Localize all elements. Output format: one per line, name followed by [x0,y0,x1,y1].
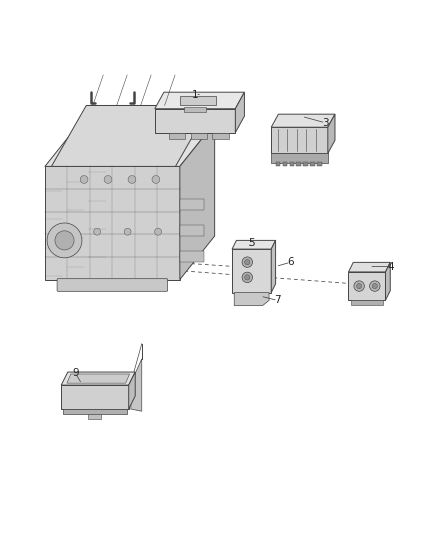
Polygon shape [235,92,244,133]
Polygon shape [232,249,271,293]
Polygon shape [232,240,276,249]
Polygon shape [385,262,390,300]
Polygon shape [45,166,180,279]
Bar [64,409,127,414]
Circle shape [155,228,162,235]
Bar [271,154,328,163]
Circle shape [372,284,378,289]
Circle shape [245,260,250,265]
Circle shape [124,228,131,235]
Bar [169,133,185,139]
Polygon shape [180,123,215,279]
Polygon shape [271,240,276,293]
Circle shape [128,175,136,183]
Bar [304,163,308,166]
Text: 4: 4 [388,262,394,271]
Polygon shape [271,127,328,154]
Polygon shape [180,96,216,106]
Polygon shape [61,372,135,385]
Bar [311,163,315,166]
Text: 5: 5 [248,238,255,247]
Bar [180,199,204,210]
Text: 9: 9 [72,368,79,378]
Bar [318,163,322,166]
Bar [212,133,229,139]
Polygon shape [349,262,390,272]
Circle shape [104,175,112,183]
Circle shape [55,231,74,250]
Polygon shape [234,293,269,305]
Polygon shape [349,272,385,300]
Bar [283,163,287,166]
Bar [184,107,206,112]
FancyBboxPatch shape [57,279,168,292]
Polygon shape [129,372,135,409]
Text: 6: 6 [287,257,294,267]
Circle shape [245,275,250,280]
Polygon shape [271,114,335,127]
Circle shape [357,284,362,289]
Bar [88,414,102,419]
Text: 3: 3 [322,118,329,128]
Polygon shape [328,114,335,154]
Circle shape [242,272,253,282]
Polygon shape [45,123,215,166]
Polygon shape [155,92,244,109]
Bar [180,251,204,262]
Circle shape [47,223,82,258]
Polygon shape [51,106,210,166]
Circle shape [152,175,160,183]
Polygon shape [155,109,235,133]
Bar [351,300,383,305]
Circle shape [354,281,364,292]
Circle shape [370,281,380,292]
Bar [290,163,294,166]
Text: 7: 7 [275,295,281,305]
Circle shape [242,257,253,268]
Circle shape [80,175,88,183]
Polygon shape [67,374,130,383]
Polygon shape [131,359,142,411]
Circle shape [94,228,101,235]
Bar [276,163,280,166]
Bar [180,225,204,236]
Text: 1: 1 [192,90,198,100]
Bar [191,133,207,139]
Bar [297,163,301,166]
Polygon shape [61,385,129,409]
